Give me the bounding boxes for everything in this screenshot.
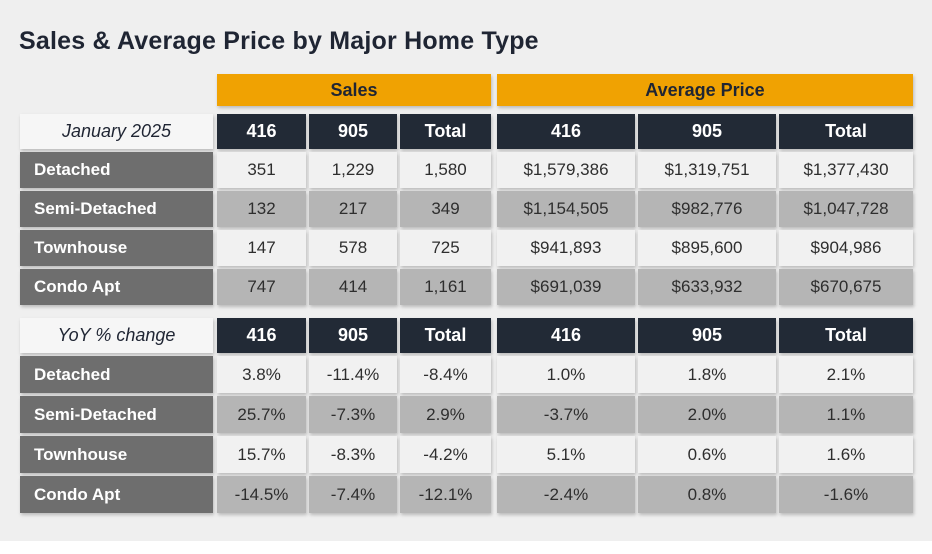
data-cell: -4.2% — [400, 436, 491, 473]
row-label: Condo Apt — [20, 269, 213, 305]
data-cell: 15.7% — [217, 436, 306, 473]
table-section-yoy-change: YoY % change 416 905 Total 416 905 Total… — [20, 318, 913, 513]
data-cell: 1,229 — [309, 152, 397, 188]
row-label: Townhouse — [20, 436, 213, 473]
data-cell: 578 — [309, 230, 397, 266]
data-cell: -11.4% — [309, 356, 397, 393]
section-label-january-2025: January 2025 — [20, 114, 213, 149]
data-cell: $1,377,430 — [779, 152, 913, 188]
data-cell: $941,893 — [497, 230, 635, 266]
data-cell: 217 — [309, 191, 397, 227]
row-label: Detached — [20, 152, 213, 188]
data-cell: 147 — [217, 230, 306, 266]
group-header-average-price: Average Price — [497, 74, 913, 106]
column-header-sales-416: 416 — [217, 114, 306, 149]
row-label: Condo Apt — [20, 476, 213, 513]
column-header-price-total: Total — [779, 318, 913, 353]
data-cell: $1,047,728 — [779, 191, 913, 227]
table-section-january-2025: Sales Average Price January 2025 416 905… — [20, 74, 913, 305]
column-header-price-total: Total — [779, 114, 913, 149]
data-cell: -1.6% — [779, 476, 913, 513]
page-title: Sales & Average Price by Major Home Type — [19, 26, 539, 55]
data-cell: -8.3% — [309, 436, 397, 473]
data-cell: 414 — [309, 269, 397, 305]
row-label: Semi-Detached — [20, 396, 213, 433]
data-cell: 0.6% — [638, 436, 776, 473]
data-cell: 747 — [217, 269, 306, 305]
data-cell: -3.7% — [497, 396, 635, 433]
data-cell: 3.8% — [217, 356, 306, 393]
data-cell: 2.0% — [638, 396, 776, 433]
data-cell: 2.1% — [779, 356, 913, 393]
column-header-price-905: 905 — [638, 114, 776, 149]
data-cell: $1,154,505 — [497, 191, 635, 227]
group-header-sales: Sales — [217, 74, 491, 106]
data-cell: 5.1% — [497, 436, 635, 473]
column-header-sales-total: Total — [400, 318, 491, 353]
data-cell: 1.8% — [638, 356, 776, 393]
data-cell: 1.6% — [779, 436, 913, 473]
column-header-sales-905: 905 — [309, 318, 397, 353]
data-cell: 2.9% — [400, 396, 491, 433]
row-label: Detached — [20, 356, 213, 393]
data-cell: $1,319,751 — [638, 152, 776, 188]
data-cell: $1,579,386 — [497, 152, 635, 188]
data-cell: 1.1% — [779, 396, 913, 433]
column-header-sales-416: 416 — [217, 318, 306, 353]
data-cell: 351 — [217, 152, 306, 188]
data-cell: 1,161 — [400, 269, 491, 305]
column-header-price-416: 416 — [497, 318, 635, 353]
data-cell: -2.4% — [497, 476, 635, 513]
data-cell: 1,580 — [400, 152, 491, 188]
row-label: Townhouse — [20, 230, 213, 266]
section-label-yoy-change: YoY % change — [20, 318, 213, 353]
data-cell: -14.5% — [217, 476, 306, 513]
column-header-sales-905: 905 — [309, 114, 397, 149]
data-cell: 0.8% — [638, 476, 776, 513]
data-cell: -7.3% — [309, 396, 397, 433]
data-cell: 1.0% — [497, 356, 635, 393]
data-cell: $982,776 — [638, 191, 776, 227]
data-cell: 25.7% — [217, 396, 306, 433]
data-cell: -8.4% — [400, 356, 491, 393]
data-cell: $895,600 — [638, 230, 776, 266]
column-header-price-416: 416 — [497, 114, 635, 149]
data-cell: $904,986 — [779, 230, 913, 266]
data-cell: -12.1% — [400, 476, 491, 513]
column-header-sales-total: Total — [400, 114, 491, 149]
data-cell: -7.4% — [309, 476, 397, 513]
data-cell: 349 — [400, 191, 491, 227]
data-cell: 725 — [400, 230, 491, 266]
data-cell: 132 — [217, 191, 306, 227]
column-header-price-905: 905 — [638, 318, 776, 353]
row-label: Semi-Detached — [20, 191, 213, 227]
data-cell: $691,039 — [497, 269, 635, 305]
data-cell: $633,932 — [638, 269, 776, 305]
data-cell: $670,675 — [779, 269, 913, 305]
